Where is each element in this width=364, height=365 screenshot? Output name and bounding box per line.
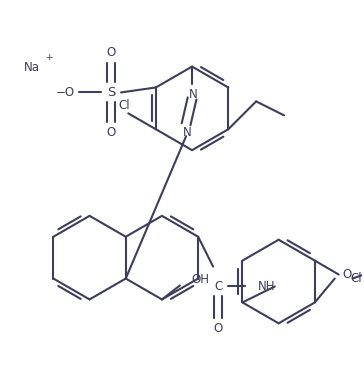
Text: O: O [106,46,116,59]
Text: Cl: Cl [351,272,362,285]
Text: N: N [183,126,191,139]
Text: Cl: Cl [119,99,130,112]
Text: O: O [213,322,223,335]
Text: O: O [106,126,116,139]
Text: −O: −O [56,86,75,99]
Text: NH: NH [258,280,275,293]
Text: N: N [189,88,197,101]
Text: Na: Na [23,61,39,74]
Text: S: S [107,86,115,99]
Text: C: C [214,280,222,293]
Text: +: + [45,53,52,62]
Text: O: O [343,268,352,281]
Text: OH: OH [192,273,210,286]
